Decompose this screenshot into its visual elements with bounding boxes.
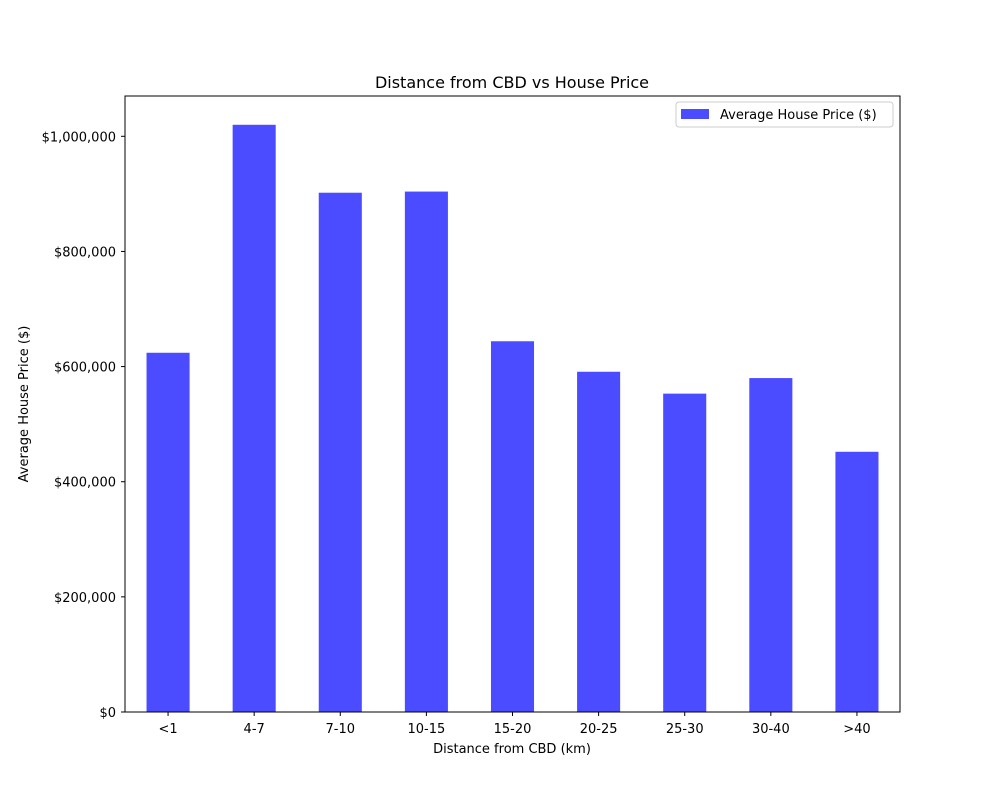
x-tick-label: 25-30 [666, 722, 704, 737]
bar [146, 352, 190, 712]
bar-group [146, 124, 879, 713]
x-tick-label: 7-10 [326, 722, 356, 737]
y-tick-label: $400,000 [54, 476, 116, 491]
x-tick-label: 10-15 [407, 722, 445, 737]
bar [490, 341, 535, 712]
x-tick-label: 15-20 [494, 722, 532, 737]
x-tick-label: >40 [843, 722, 870, 737]
legend-label: Average House Price ($) [720, 108, 877, 123]
bar [318, 192, 362, 713]
legend-box [675, 101, 894, 128]
bar [404, 191, 448, 712]
x-tick-label: 4-7 [244, 722, 265, 737]
bar [835, 451, 879, 712]
bar [577, 371, 621, 712]
y-tick-label: $800,000 [54, 245, 116, 260]
y-tick-label: $200,000 [54, 591, 116, 606]
y-axis-label: Average House Price ($) [17, 326, 32, 483]
x-tick-label: 30-40 [752, 722, 790, 737]
legend-swatch [681, 109, 709, 119]
bar [749, 378, 793, 712]
x-axis-ticks: <1 4-7 7-10 10-15 15-20 20-25 25-30 30-40 >40 [158, 712, 871, 737]
x-tick-label: 20-25 [580, 722, 618, 737]
x-axis-label: Distance from CBD (km) [433, 742, 591, 757]
y-tick-label: $600,000 [54, 361, 116, 376]
y-tick-label: $0 [99, 706, 116, 721]
x-tick-label: <1 [158, 722, 177, 737]
legend: Average House Price ($) [675, 101, 894, 128]
chart-title: Distance from CBD vs House Price [375, 73, 649, 92]
y-tick-label: $1,000,000 [42, 130, 116, 145]
bar [663, 393, 707, 712]
bar [232, 124, 276, 713]
plot-frame [124, 95, 901, 713]
y-axis-ticks: $0 $200,000 $400,000 $600,000 $800,000 $1,000… [42, 130, 125, 721]
